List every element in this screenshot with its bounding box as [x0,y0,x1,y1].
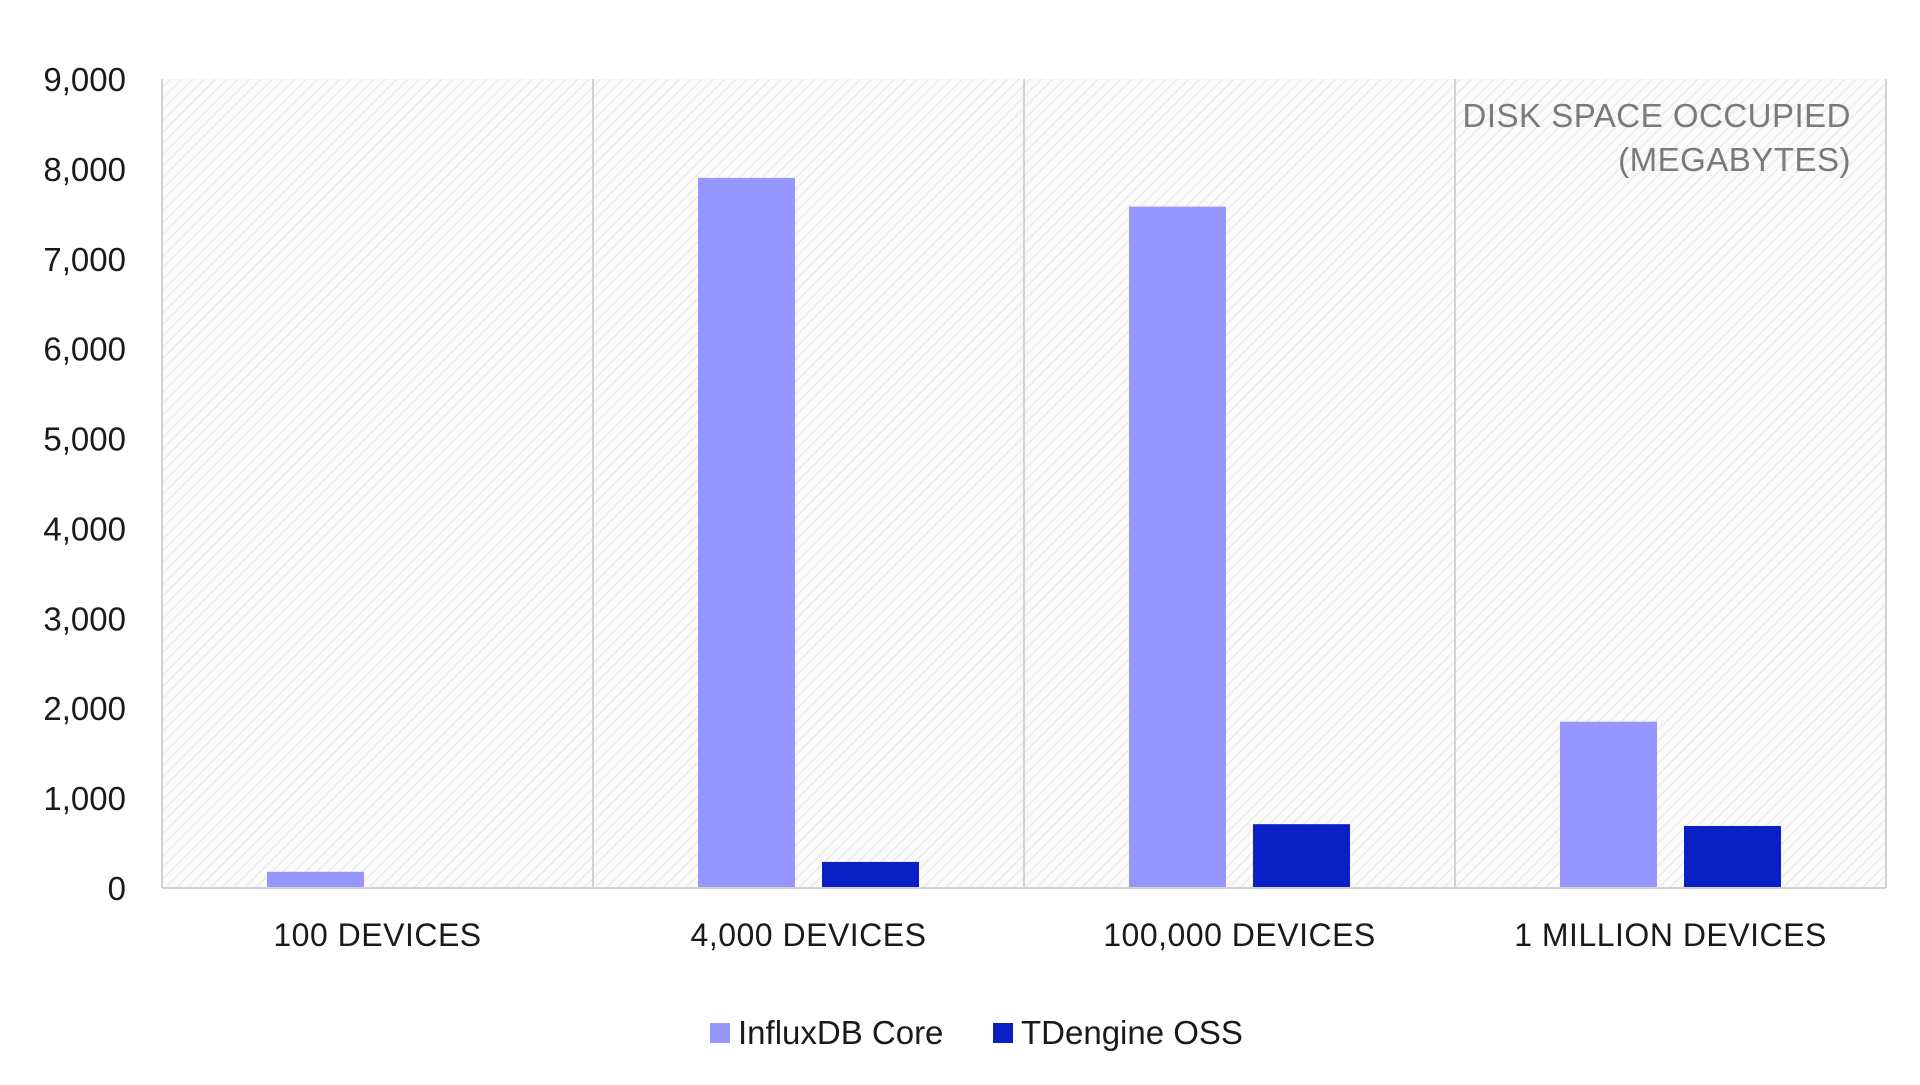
y-tick-label: 7,000 [43,241,126,278]
bar-influxdb-core [1129,206,1226,889]
annotation-line: DISK SPACE OCCUPIED [1463,97,1851,134]
y-tick-label: 6,000 [43,331,126,368]
x-tick-label: 1 MILLION DEVICES [1514,917,1827,953]
y-tick-label: 4,000 [43,510,126,547]
y-tick-label: 9,000 [43,61,126,98]
bar-influxdb-core [698,177,795,888]
y-tick-label: 2,000 [43,690,126,727]
y-tick-labels: 0 1,000 2,000 3,000 4,000 5,000 6,000 7,000 8,00… [43,61,126,907]
bar-influxdb-core [1560,721,1657,888]
y-tick-label: 5,000 [43,421,126,458]
legend-swatch [993,1023,1013,1043]
x-tick-label: 100,000 DEVICES [1103,917,1376,953]
bar-tdengine-oss [1684,825,1781,888]
y-tick-label: 8,000 [43,151,126,188]
x-tick-labels: 100 DEVICES 4,000 DEVICES 100,000 DEVICES 1… [273,917,1826,953]
bar-tdengine-oss [1253,824,1350,888]
legend-label: TDengine OSS [1021,1014,1243,1051]
bars-group [267,177,1781,889]
x-tick-label: 100 DEVICES [273,917,481,953]
category-separators [592,79,1887,888]
y-tick-label: 3,000 [43,600,126,637]
bar-tdengine-oss [822,861,919,888]
legend: InfluxDB Core TDengine OSS [710,1014,1243,1051]
axes-group [161,79,1886,889]
legend-label: InfluxDB Core [738,1014,943,1051]
chart-annotation: DISK SPACE OCCUPIED (MEGABYTES) [1463,97,1851,178]
annotation-line: (MEGABYTES) [1618,141,1851,178]
y-tick-label: 1,000 [43,780,126,817]
legend-swatch [710,1023,730,1043]
bar-influxdb-core [267,871,364,888]
y-tick-label: 0 [108,870,126,907]
x-tick-label: 4,000 DEVICES [691,917,927,953]
